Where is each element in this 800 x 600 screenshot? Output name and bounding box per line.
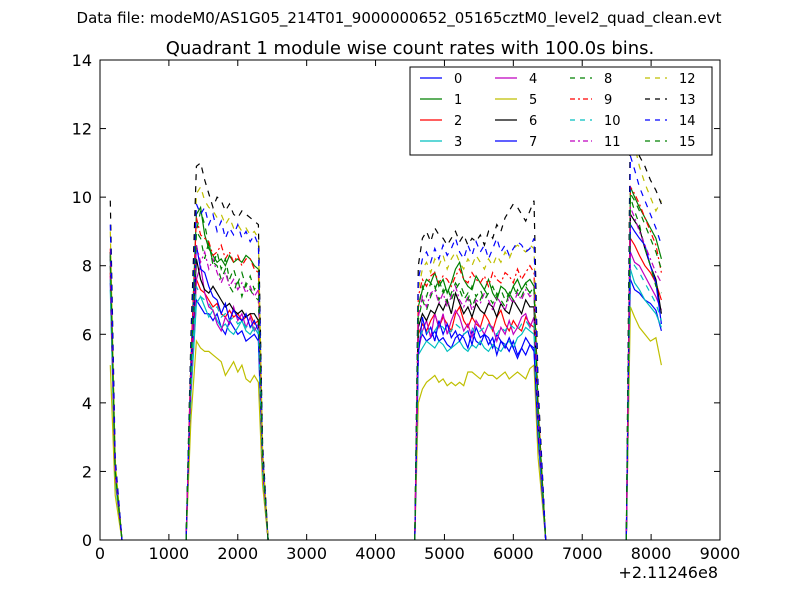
legend-entry-11: 11 <box>570 135 621 150</box>
series-14-line-2 <box>185 203 269 541</box>
series-15 <box>109 191 662 541</box>
legend-label: 2 <box>454 114 462 129</box>
x-tick-label: 8000 <box>631 544 672 563</box>
series-7-line-4 <box>625 222 662 541</box>
series-5-line-1 <box>109 365 123 541</box>
y-tick-label: 12 <box>72 120 92 139</box>
series-5 <box>109 306 662 541</box>
legend-entry-2: 2 <box>420 114 462 129</box>
y-tick-label: 0 <box>82 531 92 550</box>
legend-entry-14: 14 <box>645 114 696 129</box>
series-0-line-4 <box>625 279 662 541</box>
legend-label: 7 <box>529 135 537 150</box>
data-file-label: Data file: modeM0/AS1G05_214T01_90000006… <box>77 9 722 28</box>
legend-label: 13 <box>679 93 696 108</box>
x-tick-label: 0 <box>95 544 105 563</box>
series-5-line-4 <box>625 306 662 541</box>
series-9-line-4 <box>625 184 662 541</box>
legend-entry-4: 4 <box>495 72 537 87</box>
series-15-line-4 <box>625 191 662 541</box>
x-tick-label: 4000 <box>355 544 396 563</box>
series-1-line-3 <box>414 260 547 541</box>
series-15-line-3 <box>414 277 547 541</box>
legend-label: 0 <box>454 72 462 87</box>
series-15-line-2 <box>185 229 269 541</box>
series-14-line-4 <box>625 155 662 541</box>
series-7-line-2 <box>185 244 269 541</box>
series-15-line-1 <box>109 255 123 541</box>
x-tick-label: 9000 <box>700 544 741 563</box>
legend-label: 4 <box>529 72 537 87</box>
x-tick-label: 3000 <box>286 544 327 563</box>
series-3-line-4 <box>625 268 662 541</box>
series-12-line-3 <box>414 244 547 541</box>
axis-ticks: 0 1000 2000 3000 4000 5000 6000 7000 8000 9000 0 2 4… <box>72 51 741 563</box>
series-14 <box>109 155 662 541</box>
x-tick-label: 5000 <box>424 544 465 563</box>
series-11-line-4 <box>625 207 662 541</box>
legend-entry-3: 3 <box>420 135 462 150</box>
legend-label: 14 <box>679 114 696 129</box>
series-9-line-2 <box>185 217 269 541</box>
legend-label: 5 <box>529 93 537 108</box>
x-tick-label: 7000 <box>562 544 603 563</box>
legend-label: 15 <box>679 135 696 150</box>
y-tick-label: 10 <box>72 188 92 207</box>
legend-label: 6 <box>529 114 537 129</box>
y-tick-label: 2 <box>82 462 92 481</box>
series-7-line-3 <box>414 316 547 541</box>
series-5-line-3 <box>414 363 547 541</box>
x-tick-label: 6000 <box>493 544 534 563</box>
series-4-line-3 <box>414 308 547 541</box>
x-tick-label: 1000 <box>149 544 190 563</box>
legend-entry-5: 5 <box>495 93 537 108</box>
series-10-line-4 <box>625 256 662 541</box>
series-6-line-2 <box>185 258 269 541</box>
series-10-line-3 <box>414 319 547 541</box>
legend-entry-12: 12 <box>645 72 696 87</box>
series-8-line-4 <box>625 196 662 541</box>
legend-label: 12 <box>679 72 696 87</box>
legend-entry-10: 10 <box>570 114 621 129</box>
series-13-line-3 <box>414 200 547 541</box>
legend-label: 10 <box>604 114 621 129</box>
legend-entry-7: 7 <box>495 135 537 150</box>
series-3-line-3 <box>414 326 547 541</box>
plot-frame <box>99 59 721 541</box>
plot-series <box>109 107 662 541</box>
y-tick-label: 4 <box>82 394 92 413</box>
series-6-line-3 <box>414 291 547 541</box>
legend-entry-15: 15 <box>645 135 696 150</box>
legend-label: 11 <box>604 135 621 150</box>
series-14-line-1 <box>109 224 123 541</box>
legend-label: 9 <box>604 93 612 108</box>
legend-entry-1: 1 <box>420 93 462 108</box>
legend-entry-13: 13 <box>645 93 696 108</box>
legend-label: 1 <box>454 93 462 108</box>
legend-label: 8 <box>604 72 612 87</box>
y-tick-label: 14 <box>72 51 92 70</box>
chart-title: Quadrant 1 module wise count rates with … <box>166 38 655 59</box>
legend-entry-8: 8 <box>570 72 612 87</box>
series-5-line-2 <box>185 339 269 541</box>
legend-entry-9: 9 <box>570 93 612 108</box>
series-13-line-2 <box>185 161 269 541</box>
y-tick-label: 8 <box>82 257 92 276</box>
series-4-line-4 <box>625 251 662 541</box>
series-12-line-2 <box>185 185 269 541</box>
x-tick-label: 2000 <box>217 544 258 563</box>
y-tick-label: 6 <box>82 325 92 344</box>
series-10-line-2 <box>185 286 269 541</box>
x-offset-label: +2.11246e8 <box>618 563 718 582</box>
series-14-line-3 <box>414 236 547 541</box>
legend-entry-6: 6 <box>495 114 537 129</box>
series-11-line-2 <box>185 244 269 541</box>
legend-entry-0: 0 <box>420 72 462 87</box>
legend-label: 3 <box>454 135 462 150</box>
legend-box <box>409 66 713 156</box>
